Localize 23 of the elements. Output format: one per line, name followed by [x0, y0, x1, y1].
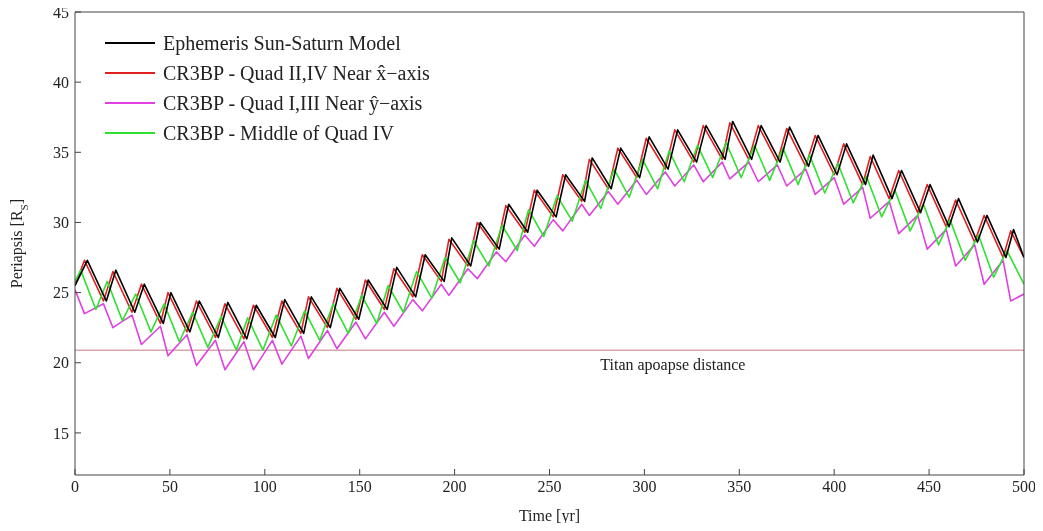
- x-tick-label: 150: [347, 478, 372, 496]
- y-tick-label: 35: [53, 143, 69, 161]
- x-tick-label: 50: [161, 478, 178, 496]
- legend-label: CR3BP - Quad II,IV Near x̂−axis: [163, 61, 430, 86]
- y-tick-label: 20: [53, 354, 69, 372]
- x-tick-label: 200: [442, 478, 467, 496]
- y-tick-label: 40: [53, 73, 69, 91]
- y-tick-label: 25: [53, 284, 69, 302]
- x-tick-label: 100: [252, 478, 277, 496]
- x-tick-label: 0: [71, 478, 79, 496]
- x-tick-label: 350: [727, 478, 752, 496]
- legend-label: Ephemeris Sun-Saturn Model: [163, 31, 401, 57]
- x-tick-label: 400: [822, 478, 847, 496]
- legend-label: CR3BP - Middle of Quad IV: [163, 121, 394, 146]
- ref-line-label: Titan apoapse distance: [600, 356, 746, 375]
- legend-label: CR3BP - Quad I,III Near ŷ−axis: [163, 91, 423, 117]
- x-tick-label: 450: [917, 478, 942, 496]
- x-tick-label: 300: [632, 478, 657, 496]
- y-tick-label: 30: [53, 214, 69, 232]
- x-tick-label: 250: [537, 478, 562, 496]
- x-tick-label: 500: [1012, 478, 1036, 496]
- y-tick-label: 15: [53, 424, 69, 442]
- y-tick-label: 45: [53, 3, 69, 21]
